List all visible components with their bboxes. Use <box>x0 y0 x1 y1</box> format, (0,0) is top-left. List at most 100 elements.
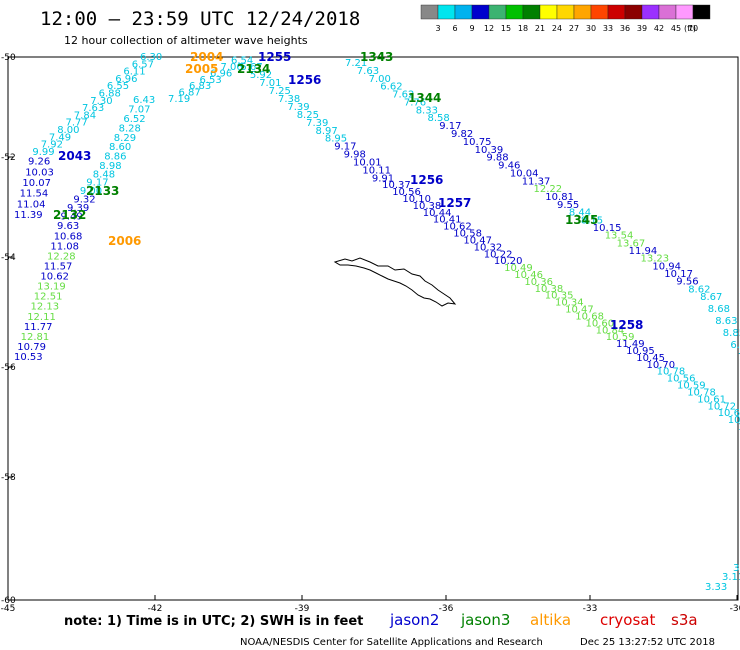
wave-height-value: 12.81 <box>21 332 50 343</box>
colorbar-label: 21 <box>535 24 545 33</box>
wave-height-value: 9.39 <box>67 203 89 214</box>
lon-tick-label: -33 <box>583 604 598 614</box>
wave-height-value: 7.39 <box>306 118 328 129</box>
wave-height-value: 10.34 <box>555 298 584 309</box>
wave-height-value: 7.84 <box>74 110 96 121</box>
wave-height-value: 9.91 <box>372 173 394 184</box>
wave-height-value: 10.38 <box>413 201 442 212</box>
wave-height-value: 8.95 <box>325 134 347 145</box>
wave-height-value: 10.37 <box>382 180 411 191</box>
pass-time-label: 1257 <box>438 196 471 210</box>
wave-height-value: 6.55 <box>107 81 129 92</box>
wave-height-value: 6.88 <box>99 89 121 100</box>
satellite-legend: jason2 jason3 altika cryosat s3a <box>389 611 698 629</box>
wave-height-value: 10.95 <box>626 346 655 357</box>
wave-height-value: 7.21 <box>345 58 367 69</box>
wave-height-value: 10.75 <box>463 137 492 148</box>
colorbar-swatch <box>420 4 439 20</box>
wave-height-value: 9.26 <box>28 157 50 168</box>
lon-tick-label: -30 <box>730 604 740 614</box>
wave-height-value: 7.30 <box>90 96 112 107</box>
colorbar-label: 45 <box>671 24 681 33</box>
wave-height-value: 11.94 <box>629 246 658 257</box>
wave-height-value: 10.72 <box>708 401 737 412</box>
wave-height-value: 13.23 <box>641 254 670 265</box>
wave-height-value: 10.84 <box>596 325 625 336</box>
wave-height-value: 10.22 <box>484 249 513 260</box>
credit-left: NOAA/NESDIS Center for Satellite Applica… <box>240 637 543 648</box>
wave-height-value: 8.00 <box>57 125 79 136</box>
wave-height-value: 13.19 <box>37 282 66 293</box>
wave-height-value: 7.07 <box>128 104 150 115</box>
lat-tick-label: -56 <box>1 363 16 373</box>
wave-height-value: 9.98 <box>344 150 366 161</box>
wave-height-value: 7.63 <box>357 66 379 77</box>
wave-height-value: 11.77 <box>24 322 53 333</box>
wave-height-value: 10.53 <box>14 352 43 363</box>
wave-height-value: 6.96 <box>210 68 232 79</box>
wave-height-value: 6.57 <box>132 59 154 70</box>
wave-height-value: 10.93 <box>728 415 740 426</box>
wave-height-value: 10.56 <box>667 374 696 385</box>
wave-height-value: 7.76 <box>404 97 426 108</box>
wave-height-value: 10.35 <box>545 291 574 302</box>
colorbar-swatch <box>675 4 694 20</box>
wave-height-value: 8.15 <box>581 215 603 226</box>
wave-height-value: 10.62 <box>40 272 69 283</box>
wave-height-value: 10.94 <box>652 261 681 272</box>
wave-height-value: 9.17 <box>86 178 108 189</box>
lat-tick-label: -54 <box>1 253 16 263</box>
pass-time-label: 1343 <box>360 50 393 64</box>
wave-height-value: 9.32 <box>73 195 95 206</box>
wave-height-value: 9.88 <box>486 153 508 164</box>
wave-height-value: 10.38 <box>535 284 564 295</box>
pass-time-label: 2132 <box>53 208 86 222</box>
wave-height-value: 6.62 <box>380 82 402 93</box>
pass-time-label: 2043 <box>58 149 91 163</box>
wave-height-value: 10.68 <box>575 312 604 323</box>
colorbar-label: 9 <box>469 24 474 33</box>
wave-height-value: 9.49 <box>61 211 83 222</box>
wave-height-value: 6.96 <box>115 74 137 85</box>
pass-time-label: 1255 <box>258 50 291 64</box>
wave-height-value: 6.43 <box>133 95 155 106</box>
wave-height-value: 10.81 <box>545 192 574 203</box>
colorbar-label: 70 <box>688 24 698 33</box>
wave-height-value: 6.11 <box>123 67 145 78</box>
wave-height-value: 3 <box>733 563 739 574</box>
wave-height-value: 10.36 <box>524 277 553 288</box>
lon-tick-label: -39 <box>295 604 310 614</box>
axis-ticks: -45 -42 -39 -36 -33 -30 -50 -52 -54 -56 -58 -60 <box>1 53 740 614</box>
satellite-legend-item: altika <box>530 611 571 629</box>
wave-height-value: 3.33 <box>705 582 727 593</box>
map-frame <box>7 56 739 601</box>
wave-height-value: 8.85 <box>723 328 740 339</box>
wave-height-value: 9.00 <box>80 186 102 197</box>
colorbar-swatch <box>437 4 456 20</box>
wave-height-value: 8.63 <box>715 316 737 327</box>
wave-height-value: 7.63 <box>82 103 104 114</box>
wave-height-value: 13.54 <box>605 231 634 242</box>
pass-time-label: 2133 <box>86 184 119 198</box>
wave-height-value: 7.38 <box>278 94 300 105</box>
wave-height-value: 7.06 <box>221 62 243 73</box>
colorbar-swatch <box>692 4 711 20</box>
wave-height-value: 7.7 <box>738 352 740 363</box>
wave-height-value: 9.56 <box>676 277 698 288</box>
wave-height-value: 11.04 <box>17 199 46 210</box>
wave-height-value: 5.67 <box>241 62 263 73</box>
wave-height-value: 10.07 <box>22 178 51 189</box>
pass-time-label: 2005 <box>185 62 218 76</box>
colorbar-label: 36 <box>620 24 630 33</box>
wave-height-value: 8.62 <box>688 284 710 295</box>
wave-height-value: 10.78 <box>657 367 686 378</box>
page-title: 12:00 – 23:59 UTC 12/24/2018 <box>40 8 360 30</box>
pass-time-label: 1258 <box>610 318 643 332</box>
lat-tick-label: -52 <box>1 153 16 163</box>
colorbar-swatch <box>624 4 643 20</box>
colorbar-swatch <box>471 4 490 20</box>
wave-height-value: 6.71 <box>730 340 740 351</box>
lat-tick-label: -50 <box>1 53 16 63</box>
wave-height-value: 8.97 <box>316 126 338 137</box>
